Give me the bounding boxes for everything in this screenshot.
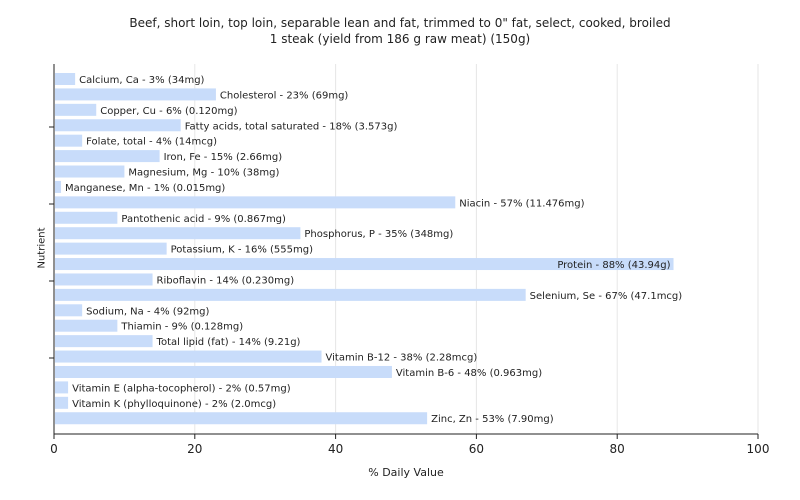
bar-label: Phosphorus, P - 35% (348mg) bbox=[304, 229, 453, 240]
bar-zinc-zn bbox=[55, 412, 428, 425]
bar-label: Calcium, Ca - 3% (34mg) bbox=[79, 75, 204, 86]
bar-manganese-mn bbox=[55, 180, 62, 193]
bar-calcium-ca bbox=[55, 73, 76, 85]
bar-cholesterol bbox=[55, 88, 216, 101]
bar-vitamin-b-12 bbox=[55, 350, 322, 363]
bar-label: Riboflavin - 14% (0.230mg) bbox=[157, 275, 295, 286]
bar-niacin bbox=[55, 196, 456, 209]
bar-vitamin-b-6 bbox=[55, 365, 392, 378]
x-tick-label: 100 bbox=[747, 442, 770, 456]
bar-fatty-acids-total-saturated bbox=[55, 119, 181, 132]
bar-selenium-se bbox=[55, 288, 526, 301]
x-tick-label: 80 bbox=[610, 442, 625, 456]
bar-label: Fatty acids, total saturated - 18% (3.57… bbox=[185, 121, 398, 132]
bar-label: Protein - 88% (43.94g) bbox=[557, 260, 670, 271]
bar-label: Folate, total - 4% (14mcg) bbox=[86, 137, 217, 148]
bar-label: Potassium, K - 16% (555mg) bbox=[171, 245, 313, 256]
bar-label: Cholesterol - 23% (69mg) bbox=[220, 90, 349, 101]
bar-protein bbox=[55, 258, 674, 271]
bar-total-lipid-fat- bbox=[55, 335, 153, 348]
bar-label: Selenium, Se - 67% (47.1mcg) bbox=[530, 291, 683, 302]
bar-copper-cu bbox=[55, 103, 97, 116]
x-tick-label: 40 bbox=[328, 442, 343, 456]
bar-folate-total bbox=[55, 134, 83, 147]
bar-magnesium-mg bbox=[55, 165, 125, 178]
bar-label: Sodium, Na - 4% (92mg) bbox=[86, 306, 209, 317]
bar-label: Thiamin - 9% (0.128mg) bbox=[120, 322, 243, 333]
axes: 0 20 40 60 80 100 bbox=[49, 64, 769, 456]
x-tick-label: 60 bbox=[469, 442, 484, 456]
bar-label: Copper, Cu - 6% (0.120mg) bbox=[100, 106, 237, 117]
bar-vitamin-k-phylloquinone- bbox=[55, 396, 69, 409]
bar-riboflavin bbox=[55, 273, 153, 286]
x-tick-label: 20 bbox=[187, 442, 202, 456]
bar-label: Pantothenic acid - 9% (0.867mg) bbox=[121, 214, 286, 225]
bar-phosphorus-p bbox=[55, 227, 301, 240]
bar-label: Iron, Fe - 15% (2.66mg) bbox=[164, 152, 283, 163]
bar-iron-fe bbox=[55, 150, 160, 163]
bar-thiamin bbox=[55, 319, 118, 332]
x-tick-label: 0 bbox=[50, 442, 58, 456]
bar-potassium-k bbox=[55, 242, 167, 255]
chart-title: Beef, short loin, top loin, separable le… bbox=[129, 16, 671, 30]
bar-label: Vitamin B-12 - 38% (2.28mcg) bbox=[326, 353, 478, 364]
bar-label: Zinc, Zn - 53% (7.90mg) bbox=[431, 414, 554, 425]
bar-sodium-na bbox=[55, 304, 83, 317]
bar-vitamin-e-alpha-tocopherol- bbox=[55, 381, 69, 394]
y-axis-label: Nutrient bbox=[36, 227, 48, 269]
chart-subtitle: 1 steak (yield from 186 g raw meat) (150… bbox=[269, 32, 531, 46]
bar-label: Vitamin K (phylloquinone) - 2% (2.0mcg) bbox=[72, 399, 276, 410]
bars bbox=[55, 73, 674, 425]
bar-label: Manganese, Mn - 1% (0.015mg) bbox=[65, 183, 225, 194]
bar-label: Total lipid (fat) - 14% (9.21g) bbox=[156, 337, 301, 348]
bar-pantothenic-acid bbox=[55, 211, 118, 224]
bar-labels: Calcium, Ca - 3% (34mg) Cholesterol - 23%… bbox=[65, 75, 682, 425]
bar-label: Niacin - 57% (11.476mg) bbox=[459, 198, 584, 209]
bar-label: Vitamin B-6 - 48% (0.963mg) bbox=[396, 368, 542, 379]
bar-label: Magnesium, Mg - 10% (38mg) bbox=[128, 168, 279, 179]
bar-label: Vitamin E (alpha-tocopherol) - 2% (0.57m… bbox=[72, 383, 291, 394]
x-axis-label: % Daily Value bbox=[368, 466, 444, 479]
